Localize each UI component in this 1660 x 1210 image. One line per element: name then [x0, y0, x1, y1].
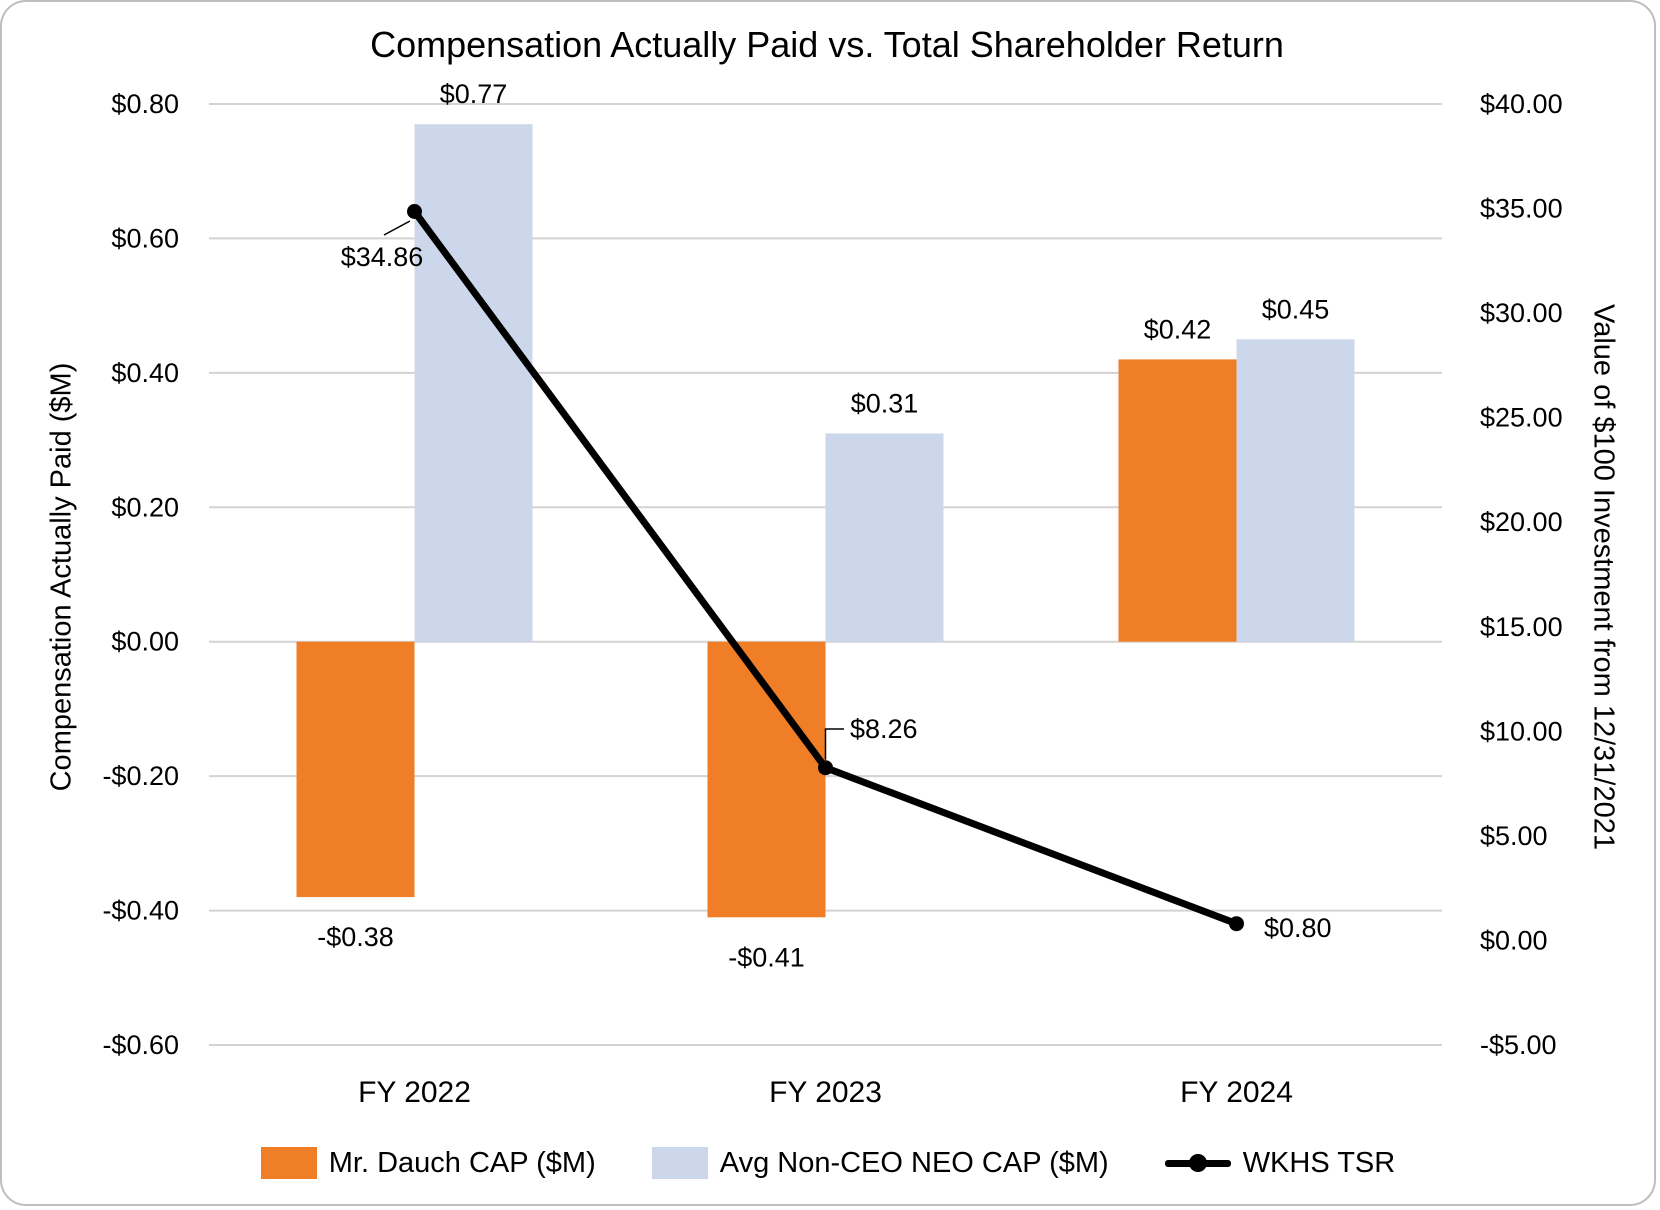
data-label: $0.42 — [1144, 314, 1212, 344]
data-label-tsr: $34.86 — [341, 242, 424, 272]
chart-title: Compensation Actually Paid vs. Total Sha… — [370, 24, 1284, 65]
bar-avg-non-ceo-neo-cap-fy-2023 — [825, 433, 944, 642]
legend-item-wkhs-tsr: WKHS TSR — [1164, 1146, 1396, 1180]
data-label: -$0.38 — [317, 922, 394, 952]
right-axis-tick: $15.00 — [1480, 612, 1563, 642]
legend-label-mr-dauch-cap: Mr. Dauch CAP ($M) — [328, 1146, 596, 1179]
data-label: $0.31 — [851, 388, 919, 418]
right-axis-tick: -$5.00 — [1480, 1030, 1557, 1060]
x-axis-category: FY 2024 — [1180, 1076, 1293, 1109]
tsr-marker-fy-2022 — [407, 204, 422, 219]
legend-line-marker-icon — [1164, 1153, 1231, 1173]
data-label-tsr: $8.26 — [850, 714, 918, 744]
right-axis-tick: $20.00 — [1480, 507, 1563, 537]
data-label: $0.77 — [440, 79, 508, 109]
left-axis-tick: $0.40 — [111, 358, 179, 388]
right-axis-tick: $5.00 — [1480, 821, 1548, 851]
left-axis-tick: $0.60 — [111, 223, 179, 253]
bar-avg-non-ceo-neo-cap-fy-2024 — [1236, 339, 1355, 642]
left-axis-tick: -$0.20 — [102, 761, 179, 791]
tsr-marker-fy-2023 — [818, 760, 833, 776]
leader-line — [383, 220, 411, 236]
legend-item-avg-non-ceo-neo-cap: Avg Non-CEO NEO CAP ($M) — [651, 1146, 1109, 1180]
x-axis-category: FY 2022 — [358, 1076, 471, 1109]
right-axis-tick: $0.00 — [1480, 925, 1548, 955]
bar-avg-non-ceo-neo-cap-fy-2022 — [414, 124, 533, 642]
data-label: $0.45 — [1262, 294, 1330, 324]
x-axis-category: FY 2023 — [769, 1076, 882, 1109]
right-axis-tick: $10.00 — [1480, 716, 1563, 746]
legend-label-wkhs-tsr: WKHS TSR — [1242, 1146, 1396, 1179]
bar-mr-dauch-cap-fy-2024 — [1118, 359, 1237, 642]
tsr-marker-fy-2024 — [1229, 916, 1244, 932]
right-axis-tick: $30.00 — [1480, 298, 1563, 328]
left-axis-tick: -$0.40 — [102, 896, 179, 926]
leader-line — [824, 728, 844, 760]
right-axis-tick: $25.00 — [1480, 403, 1563, 433]
data-label-tsr: $0.80 — [1264, 913, 1332, 943]
right-axis-tick: $35.00 — [1480, 194, 1563, 224]
left-axis-tick: $0.80 — [111, 89, 179, 119]
legend: Mr. Dauch CAP ($M) Avg Non-CEO NEO CAP (… — [2, 1136, 1654, 1190]
data-label: -$0.41 — [728, 942, 805, 972]
bar-mr-dauch-cap-fy-2022 — [296, 641, 415, 898]
legend-swatch-mr-dauch-cap — [260, 1147, 317, 1179]
left-axis-tick: -$0.60 — [102, 1030, 179, 1060]
left-axis-tick: $0.20 — [111, 492, 179, 522]
left-axis-tick: $0.00 — [111, 627, 179, 657]
legend-swatch-avg-non-ceo-neo-cap — [651, 1147, 708, 1179]
legend-item-mr-dauch-cap: Mr. Dauch CAP ($M) — [260, 1146, 596, 1180]
right-axis-tick: $40.00 — [1480, 89, 1563, 119]
legend-label-avg-non-ceo-neo-cap: Avg Non-CEO NEO CAP ($M) — [719, 1146, 1109, 1179]
